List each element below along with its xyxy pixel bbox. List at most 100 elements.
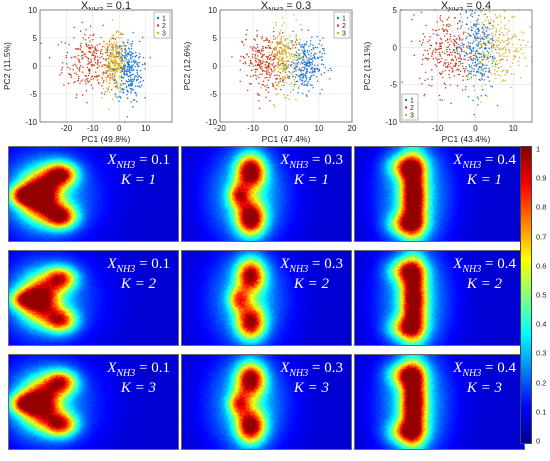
data-point [429, 35, 431, 38]
data-point [289, 83, 291, 86]
data-point [295, 36, 297, 39]
data-point [108, 44, 111, 46]
data-point [426, 57, 428, 60]
data-point [422, 39, 424, 41]
data-point [268, 54, 271, 56]
data-point [477, 31, 480, 33]
data-point [90, 60, 93, 62]
data-point [251, 57, 254, 59]
data-point [506, 71, 509, 73]
data-point [68, 73, 71, 75]
data-point [484, 13, 486, 16]
data-point [304, 50, 306, 53]
data-point [259, 52, 262, 55]
data-point [281, 77, 284, 79]
data-point [113, 77, 116, 79]
data-point [113, 75, 116, 77]
data-point [260, 50, 263, 52]
data-point [106, 76, 109, 78]
data-point [287, 75, 289, 78]
data-point [100, 48, 103, 51]
heatmap-image [355, 147, 524, 241]
heatmap-cell: XNH3 = 0.1 K = 2 [8, 250, 179, 346]
data-point [309, 76, 312, 79]
data-point [476, 59, 479, 62]
data-point [314, 58, 317, 60]
legend: 123 [333, 11, 351, 39]
data-point [110, 77, 112, 79]
data-point [137, 78, 139, 81]
data-point [463, 58, 465, 60]
data-point [266, 86, 268, 89]
data-point [273, 57, 276, 60]
data-point [316, 68, 319, 71]
x-tick-label: -10 [87, 124, 99, 133]
data-point [477, 98, 480, 100]
data-point [265, 55, 268, 58]
data-point [424, 36, 426, 38]
data-point [296, 59, 298, 61]
data-point [297, 92, 299, 94]
data-point [499, 75, 502, 77]
data-point [258, 99, 260, 102]
data-point [266, 72, 268, 74]
data-point [497, 48, 500, 51]
data-point [422, 33, 425, 35]
data-point [254, 57, 256, 59]
data-point [286, 94, 289, 97]
y-tick-label: -5 [390, 81, 398, 90]
data-point [424, 79, 426, 82]
data-point [281, 50, 283, 52]
data-point [142, 56, 145, 59]
colorbar-tick-label: 0.6 [536, 261, 547, 271]
data-point [254, 59, 257, 62]
data-point [274, 64, 276, 67]
data-point [268, 63, 270, 65]
data-point [120, 88, 123, 91]
data-point [266, 84, 268, 86]
data-point [128, 68, 130, 71]
data-point [482, 24, 485, 26]
data-point [72, 64, 74, 66]
data-point [471, 67, 473, 69]
data-point [478, 60, 481, 63]
data-point [300, 61, 303, 63]
data-point [132, 67, 134, 70]
data-point [495, 44, 498, 46]
data-point [299, 38, 301, 41]
legend-entry: 1 [410, 98, 414, 105]
data-point [119, 33, 122, 36]
data-point [75, 56, 77, 58]
data-point [476, 96, 479, 98]
data-point [458, 69, 460, 72]
data-point [92, 34, 94, 37]
data-point [120, 65, 122, 67]
data-point [452, 69, 454, 71]
data-point [122, 41, 124, 43]
data-point [500, 27, 502, 29]
data-point [317, 70, 320, 73]
data-point [82, 37, 85, 39]
data-point [268, 71, 270, 74]
data-point [114, 73, 117, 75]
heatmap-cell: XNH3 = 0.4 K = 2 [354, 250, 525, 346]
data-point [105, 76, 107, 78]
data-point [285, 37, 287, 40]
heatmap-k-label: K = 1 [466, 172, 502, 188]
data-point [455, 64, 457, 66]
data-point [117, 36, 120, 39]
data-point [251, 63, 253, 65]
data-point [132, 89, 135, 91]
data-point [78, 75, 80, 78]
data-point [261, 69, 264, 71]
data-point [279, 88, 282, 91]
heatmap-image [9, 355, 178, 449]
data-point [266, 47, 268, 49]
data-point [475, 33, 478, 36]
data-point [123, 74, 126, 76]
data-point [112, 53, 114, 55]
data-point [258, 107, 261, 110]
data-point [113, 61, 116, 63]
data-point [470, 72, 472, 74]
data-point [283, 35, 285, 37]
